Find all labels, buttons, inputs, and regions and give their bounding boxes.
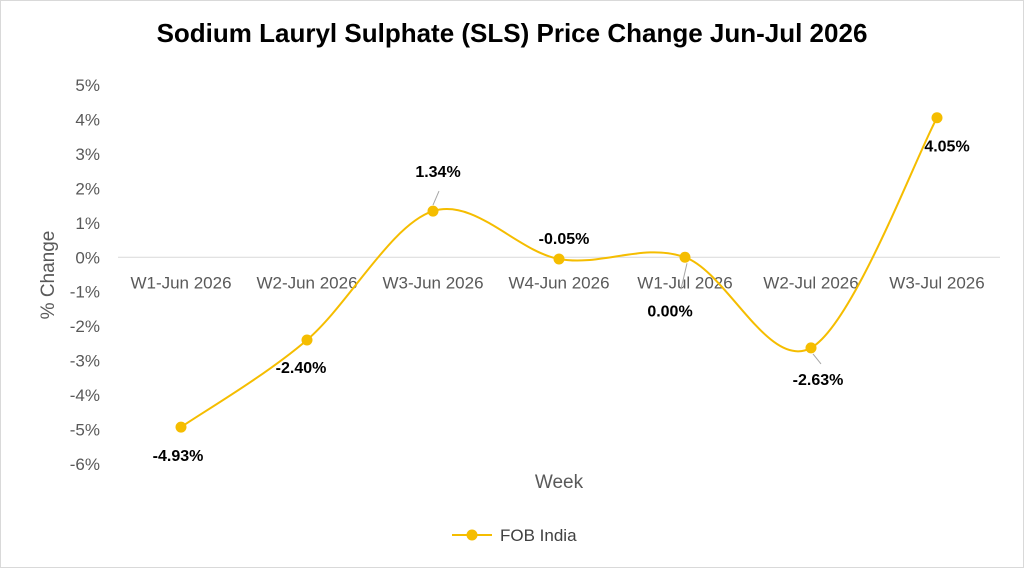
y-tick-label: 0% [75, 248, 100, 267]
y-tick-label: -6% [70, 455, 100, 474]
data-label: 1.34% [415, 164, 460, 181]
y-axis-ticks: 5% 4% 3% 2% 1% 0% -1% -2% -3% -4% -5% -6% [70, 76, 100, 474]
x-tick-label: W1-Jun 2026 [130, 273, 231, 292]
y-tick-label: 1% [75, 214, 100, 233]
data-point [301, 334, 313, 346]
data-point [679, 251, 691, 263]
data-label: -2.63% [793, 372, 844, 389]
x-axis-ticks: W1-Jun 2026 W2-Jun 2026 W3-Jun 2026 W4-Jun … [130, 273, 984, 292]
x-tick-label: W2-Jul 2026 [763, 273, 858, 292]
data-point [175, 421, 187, 433]
data-label: 0.00% [647, 303, 692, 320]
y-tick-label: 5% [75, 76, 100, 95]
y-tick-label: 4% [75, 110, 100, 129]
y-tick-label: 2% [75, 179, 100, 198]
y-tick-label: -5% [70, 421, 100, 440]
data-point [805, 342, 817, 354]
y-tick-label: -4% [70, 386, 100, 405]
leader-line [680, 263, 688, 290]
leader-line [812, 353, 822, 365]
y-tick-label: -2% [70, 317, 100, 336]
label-leader-lines [432, 190, 822, 365]
data-point [427, 205, 439, 217]
series-points [175, 112, 943, 433]
data-labels: -4.93% -2.40% 1.34% -0.05% 0.00% -2.63% 4.05% [153, 139, 970, 465]
chart-title: Sodium Lauryl Sulphate (SLS) Price Chang… [156, 18, 868, 48]
data-label: -4.93% [153, 448, 204, 465]
data-label: -2.40% [276, 360, 327, 377]
data-point [553, 253, 565, 265]
x-tick-label: W2-Jun 2026 [256, 273, 357, 292]
x-tick-label: W1-Jul 2026 [637, 273, 732, 292]
x-tick-label: W3-Jul 2026 [889, 273, 984, 292]
legend: FOB India [452, 526, 577, 545]
data-label: -0.05% [539, 231, 590, 248]
y-tick-label: -1% [70, 283, 100, 302]
leader-line [432, 190, 440, 206]
y-tick-label: 3% [75, 145, 100, 164]
x-axis-title: Week [535, 472, 584, 493]
data-label: 4.05% [924, 139, 969, 156]
x-tick-label: W3-Jun 2026 [382, 273, 483, 292]
x-tick-label: W4-Jun 2026 [508, 273, 609, 292]
y-axis-title: % Change [38, 231, 59, 320]
data-point [931, 112, 943, 124]
legend-label-fob-india: FOB India [500, 526, 577, 545]
legend-dot-marker [466, 529, 478, 541]
y-tick-label: -3% [70, 352, 100, 371]
